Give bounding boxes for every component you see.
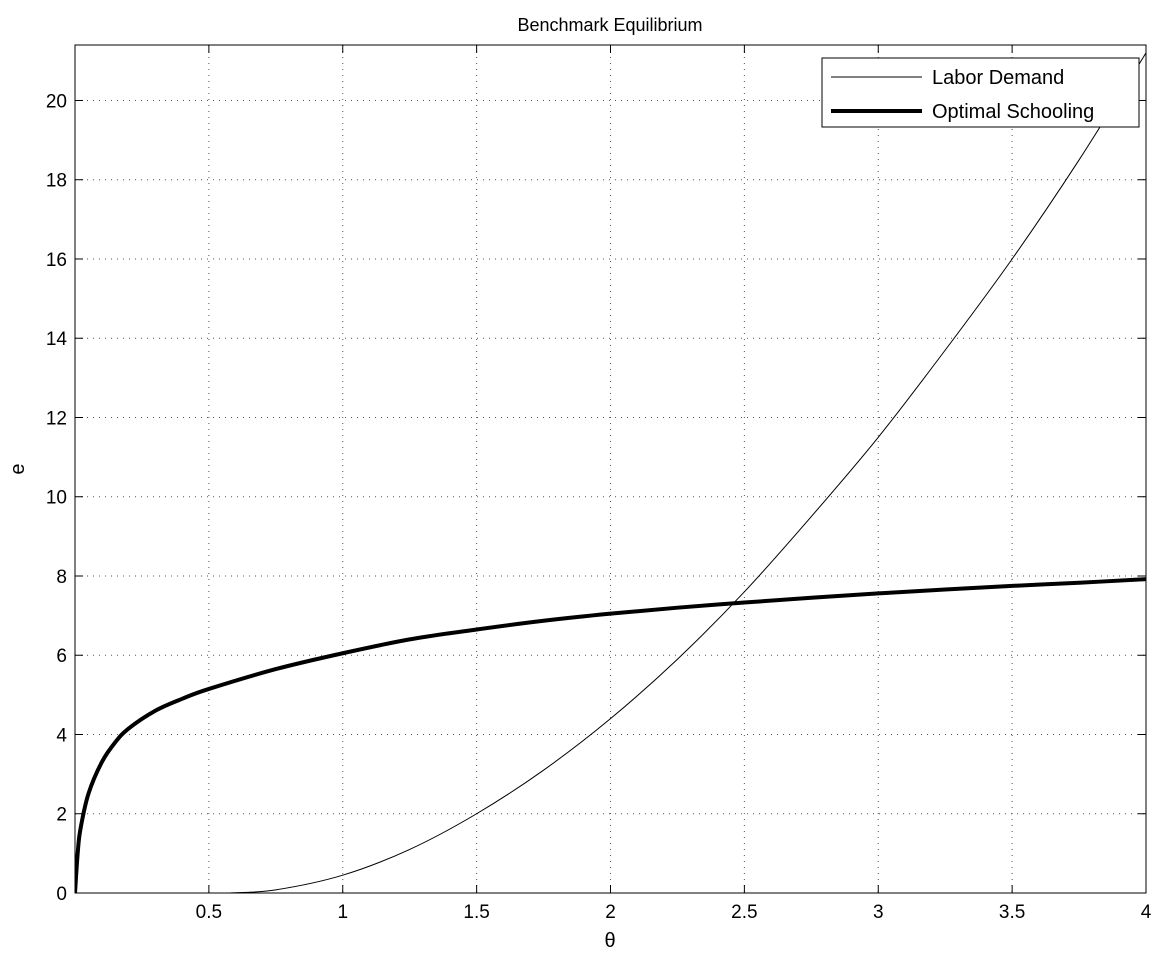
y-tick-label: 12	[46, 408, 67, 429]
y-tick-label: 20	[46, 91, 67, 112]
series-line-optimal-schooling	[75, 577, 1146, 893]
legend-label-labor-demand: Labor Demand	[932, 67, 1064, 89]
chart-title: Benchmark Equilibrium	[517, 15, 702, 35]
y-tick-label: 8	[56, 567, 67, 588]
grid	[75, 45, 1146, 893]
y-tick-label: 16	[46, 250, 67, 271]
y-tick-label: 0	[56, 884, 67, 905]
y-tick-label: 18	[46, 171, 67, 192]
x-axis-label: θ	[604, 930, 615, 952]
x-tick-label: 2.5	[731, 902, 757, 923]
legend: Labor Demand Optimal Schooling	[821, 57, 1140, 128]
y-tick-label: 2	[56, 805, 67, 826]
legend-box	[821, 57, 1140, 128]
x-tick-label: 4	[1141, 902, 1152, 923]
y-tick-label: 4	[56, 725, 67, 746]
y-tick-label: 6	[56, 646, 67, 667]
x-tick-label: 1	[337, 902, 348, 923]
series-line-labor-demand	[230, 52, 1146, 893]
legend-label-optimal-schooling: Optimal Schooling	[932, 101, 1094, 123]
x-tick-label: 3	[873, 902, 884, 923]
y-axis-label: e	[7, 463, 29, 474]
tick-labels: 0.5 1 1.5 2 2.5 3 3.5 4 0 2 4 6 8 10 12 14 16 18 20	[46, 91, 1152, 923]
x-tick-label: 3.5	[999, 902, 1025, 923]
x-tick-label: 0.5	[196, 902, 222, 923]
series-layer	[75, 52, 1146, 893]
x-tick-label: 1.5	[463, 902, 489, 923]
y-tick-label: 14	[46, 329, 68, 350]
y-tick-label: 10	[46, 488, 67, 509]
ticks	[75, 45, 1147, 894]
x-tick-label: 2	[605, 902, 616, 923]
